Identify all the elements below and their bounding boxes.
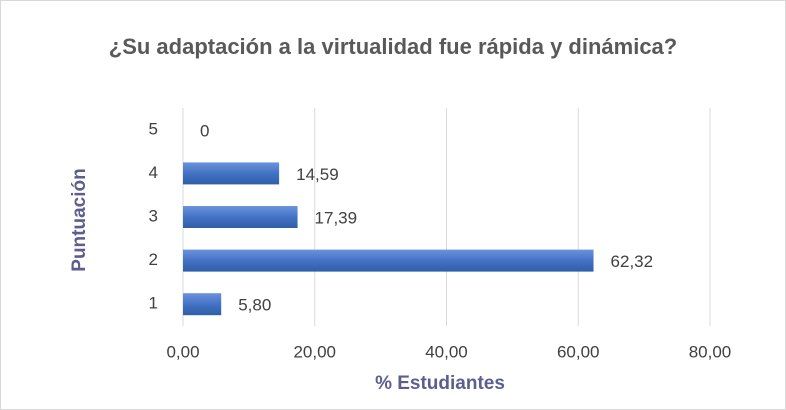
y-tick-label: 3: [149, 206, 158, 225]
bar: [183, 249, 594, 272]
y-tick-label: 1: [149, 294, 158, 313]
x-tick-label: 40,00: [425, 342, 468, 361]
x-axis-title: % Estudiantes: [375, 373, 505, 394]
bar: [183, 293, 222, 316]
data-label: 17,39: [315, 208, 358, 227]
chart-title: ¿Su adaptación a la virtualidad fue rápi…: [108, 34, 678, 59]
bar: [183, 162, 280, 185]
bar: [183, 206, 298, 228]
y-axis-title: Puntuación: [69, 168, 90, 271]
data-label: 0: [200, 121, 209, 140]
x-tick-label: 20,00: [293, 342, 336, 361]
y-tick-label: 5: [149, 119, 158, 138]
data-label: 14,59: [296, 165, 339, 184]
x-tick-label: 60,00: [557, 342, 600, 361]
x-tick-label: 80,00: [689, 342, 732, 361]
y-tick-label: 2: [149, 250, 158, 269]
x-tick-label: 0,00: [166, 342, 199, 361]
data-label: 5,80: [238, 296, 271, 315]
data-label: 62,32: [611, 252, 654, 271]
y-tick-label: 4: [149, 163, 158, 182]
